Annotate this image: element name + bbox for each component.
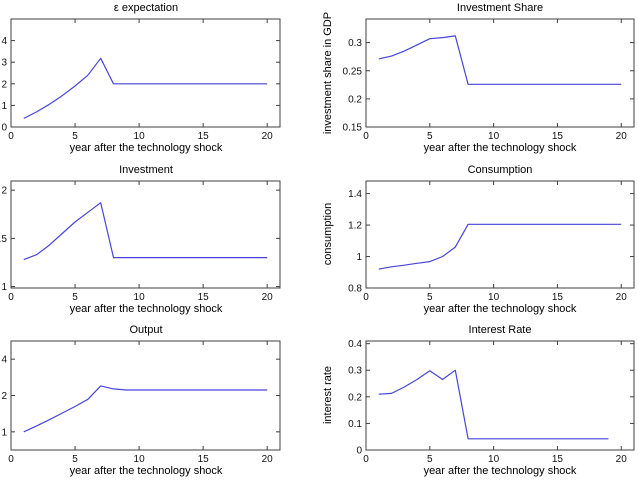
subplot-title-output: Output bbox=[129, 324, 163, 336]
x-tick-label: 0 bbox=[8, 454, 14, 465]
x-tick-label: 20 bbox=[616, 292, 628, 303]
x-tick-label: 10 bbox=[488, 454, 500, 465]
xaxis-label-epsilon-expectation: year after the technology shock bbox=[69, 142, 223, 154]
y-tick-label: 0.1 bbox=[348, 419, 362, 430]
subplot-title-consumption: Consumption bbox=[467, 164, 533, 176]
subplot: 0 5 10 15 20 0 0.1 0.2 0.3 0.4 bbox=[348, 339, 635, 465]
x-tick-label: 5 bbox=[427, 454, 433, 465]
series-line bbox=[23, 202, 268, 261]
axes-frame bbox=[365, 18, 635, 128]
x-tick-label: 20 bbox=[262, 292, 274, 303]
xaxis-label-investment-share: year after the technology shock bbox=[423, 142, 577, 154]
x-tick-label: 0 bbox=[8, 131, 14, 142]
x-tick-label: 5 bbox=[427, 292, 433, 303]
x-tick-label: 5 bbox=[72, 131, 78, 142]
x-tick-label: 0 bbox=[363, 292, 369, 303]
y-tick-label: 0.15 bbox=[343, 123, 363, 134]
y-tick-label: 1 bbox=[1, 282, 7, 293]
yaxis-label-interest-rate: interest rate bbox=[322, 365, 334, 425]
subplot-title-interest-rate: Interest Rate bbox=[468, 324, 532, 336]
subplot: 0 5 10 15 20 0 1 2 3 4 bbox=[1, 18, 281, 142]
x-tick-label: 20 bbox=[616, 454, 628, 465]
y-tick-label: 0.3 bbox=[348, 38, 362, 49]
y-tick-label: 0.4 bbox=[348, 339, 362, 350]
series-line bbox=[23, 57, 268, 119]
y-tick-label: 2 bbox=[1, 391, 7, 402]
x-tick-label: 20 bbox=[616, 131, 628, 142]
x-tick-label: 10 bbox=[488, 131, 500, 142]
subplot-title-investment: Investment bbox=[119, 164, 173, 176]
y-tick-label: 0.2 bbox=[348, 392, 362, 403]
series-line bbox=[23, 385, 268, 433]
y-tick-label: 2 bbox=[1, 79, 7, 90]
y-tick-label: 1 bbox=[1, 101, 7, 112]
axes-frame bbox=[10, 180, 281, 289]
series-line bbox=[378, 369, 609, 440]
y-tick-label: 1.5 bbox=[0, 234, 7, 245]
x-tick-label: 0 bbox=[8, 292, 14, 303]
x-tick-label: 5 bbox=[72, 292, 78, 303]
x-tick-label: 15 bbox=[198, 292, 210, 303]
axes-frame bbox=[365, 340, 635, 451]
subplot: 0 5 10 15 20 1 1.5 2 bbox=[0, 180, 281, 303]
subplot-title-investment-share: Investment Share bbox=[456, 2, 544, 14]
x-tick-label: 15 bbox=[552, 454, 564, 465]
xaxis-label-interest-rate: year after the technology shock bbox=[423, 465, 577, 477]
x-tick-label: 10 bbox=[134, 131, 146, 142]
y-tick-label: 0.3 bbox=[348, 366, 362, 377]
y-tick-label: 4 bbox=[1, 355, 7, 366]
y-tick-label: 2 bbox=[1, 186, 7, 197]
axes-frame bbox=[10, 340, 281, 451]
x-tick-label: 0 bbox=[363, 454, 369, 465]
x-tick-label: 15 bbox=[552, 292, 564, 303]
y-tick-label: 4 bbox=[1, 36, 7, 47]
xaxis-label-investment: year after the technology shock bbox=[69, 303, 223, 315]
yaxis-label-consumption: consumption bbox=[322, 202, 334, 266]
x-tick-label: 20 bbox=[262, 131, 274, 142]
xaxis-label-output: year after the technology shock bbox=[69, 465, 223, 477]
x-tick-label: 15 bbox=[552, 131, 564, 142]
x-tick-label: 10 bbox=[488, 292, 500, 303]
y-tick-label: 0.2 bbox=[348, 94, 362, 105]
axes-frame bbox=[10, 18, 281, 128]
y-tick-label: 1 bbox=[1, 427, 7, 438]
x-tick-label: 15 bbox=[198, 131, 210, 142]
y-tick-label: 0.8 bbox=[348, 284, 362, 295]
x-tick-label: 20 bbox=[262, 454, 274, 465]
x-tick-label: 5 bbox=[427, 131, 433, 142]
y-tick-label: 1 bbox=[356, 252, 362, 263]
subplot-title-epsilon-expectation: ε expectation bbox=[113, 2, 179, 14]
series-line bbox=[378, 35, 622, 85]
x-tick-label: 10 bbox=[134, 292, 146, 303]
x-tick-label: 10 bbox=[134, 454, 146, 465]
y-tick-label: 0 bbox=[356, 446, 362, 457]
x-tick-label: 15 bbox=[198, 454, 210, 465]
axes-frame bbox=[365, 180, 635, 289]
y-tick-label: 0 bbox=[1, 123, 7, 134]
xaxis-label-consumption: year after the technology shock bbox=[423, 303, 577, 315]
y-tick-label: 3 bbox=[1, 58, 7, 69]
series-line bbox=[378, 223, 622, 270]
y-tick-label: 1.2 bbox=[348, 221, 362, 232]
y-tick-label: 0.25 bbox=[343, 66, 363, 77]
x-tick-label: 5 bbox=[72, 454, 78, 465]
subplot: 0 5 10 15 20 0.8 1 1.2 1.4 bbox=[348, 180, 635, 303]
y-tick-label: 1.4 bbox=[348, 189, 362, 200]
subplot: 0 5 10 15 20 0.15 0.2 0.25 0.3 bbox=[343, 18, 635, 142]
yaxis-label-investment-share-in-gdp: investment share in GDP bbox=[322, 11, 334, 135]
x-tick-label: 0 bbox=[363, 131, 369, 142]
